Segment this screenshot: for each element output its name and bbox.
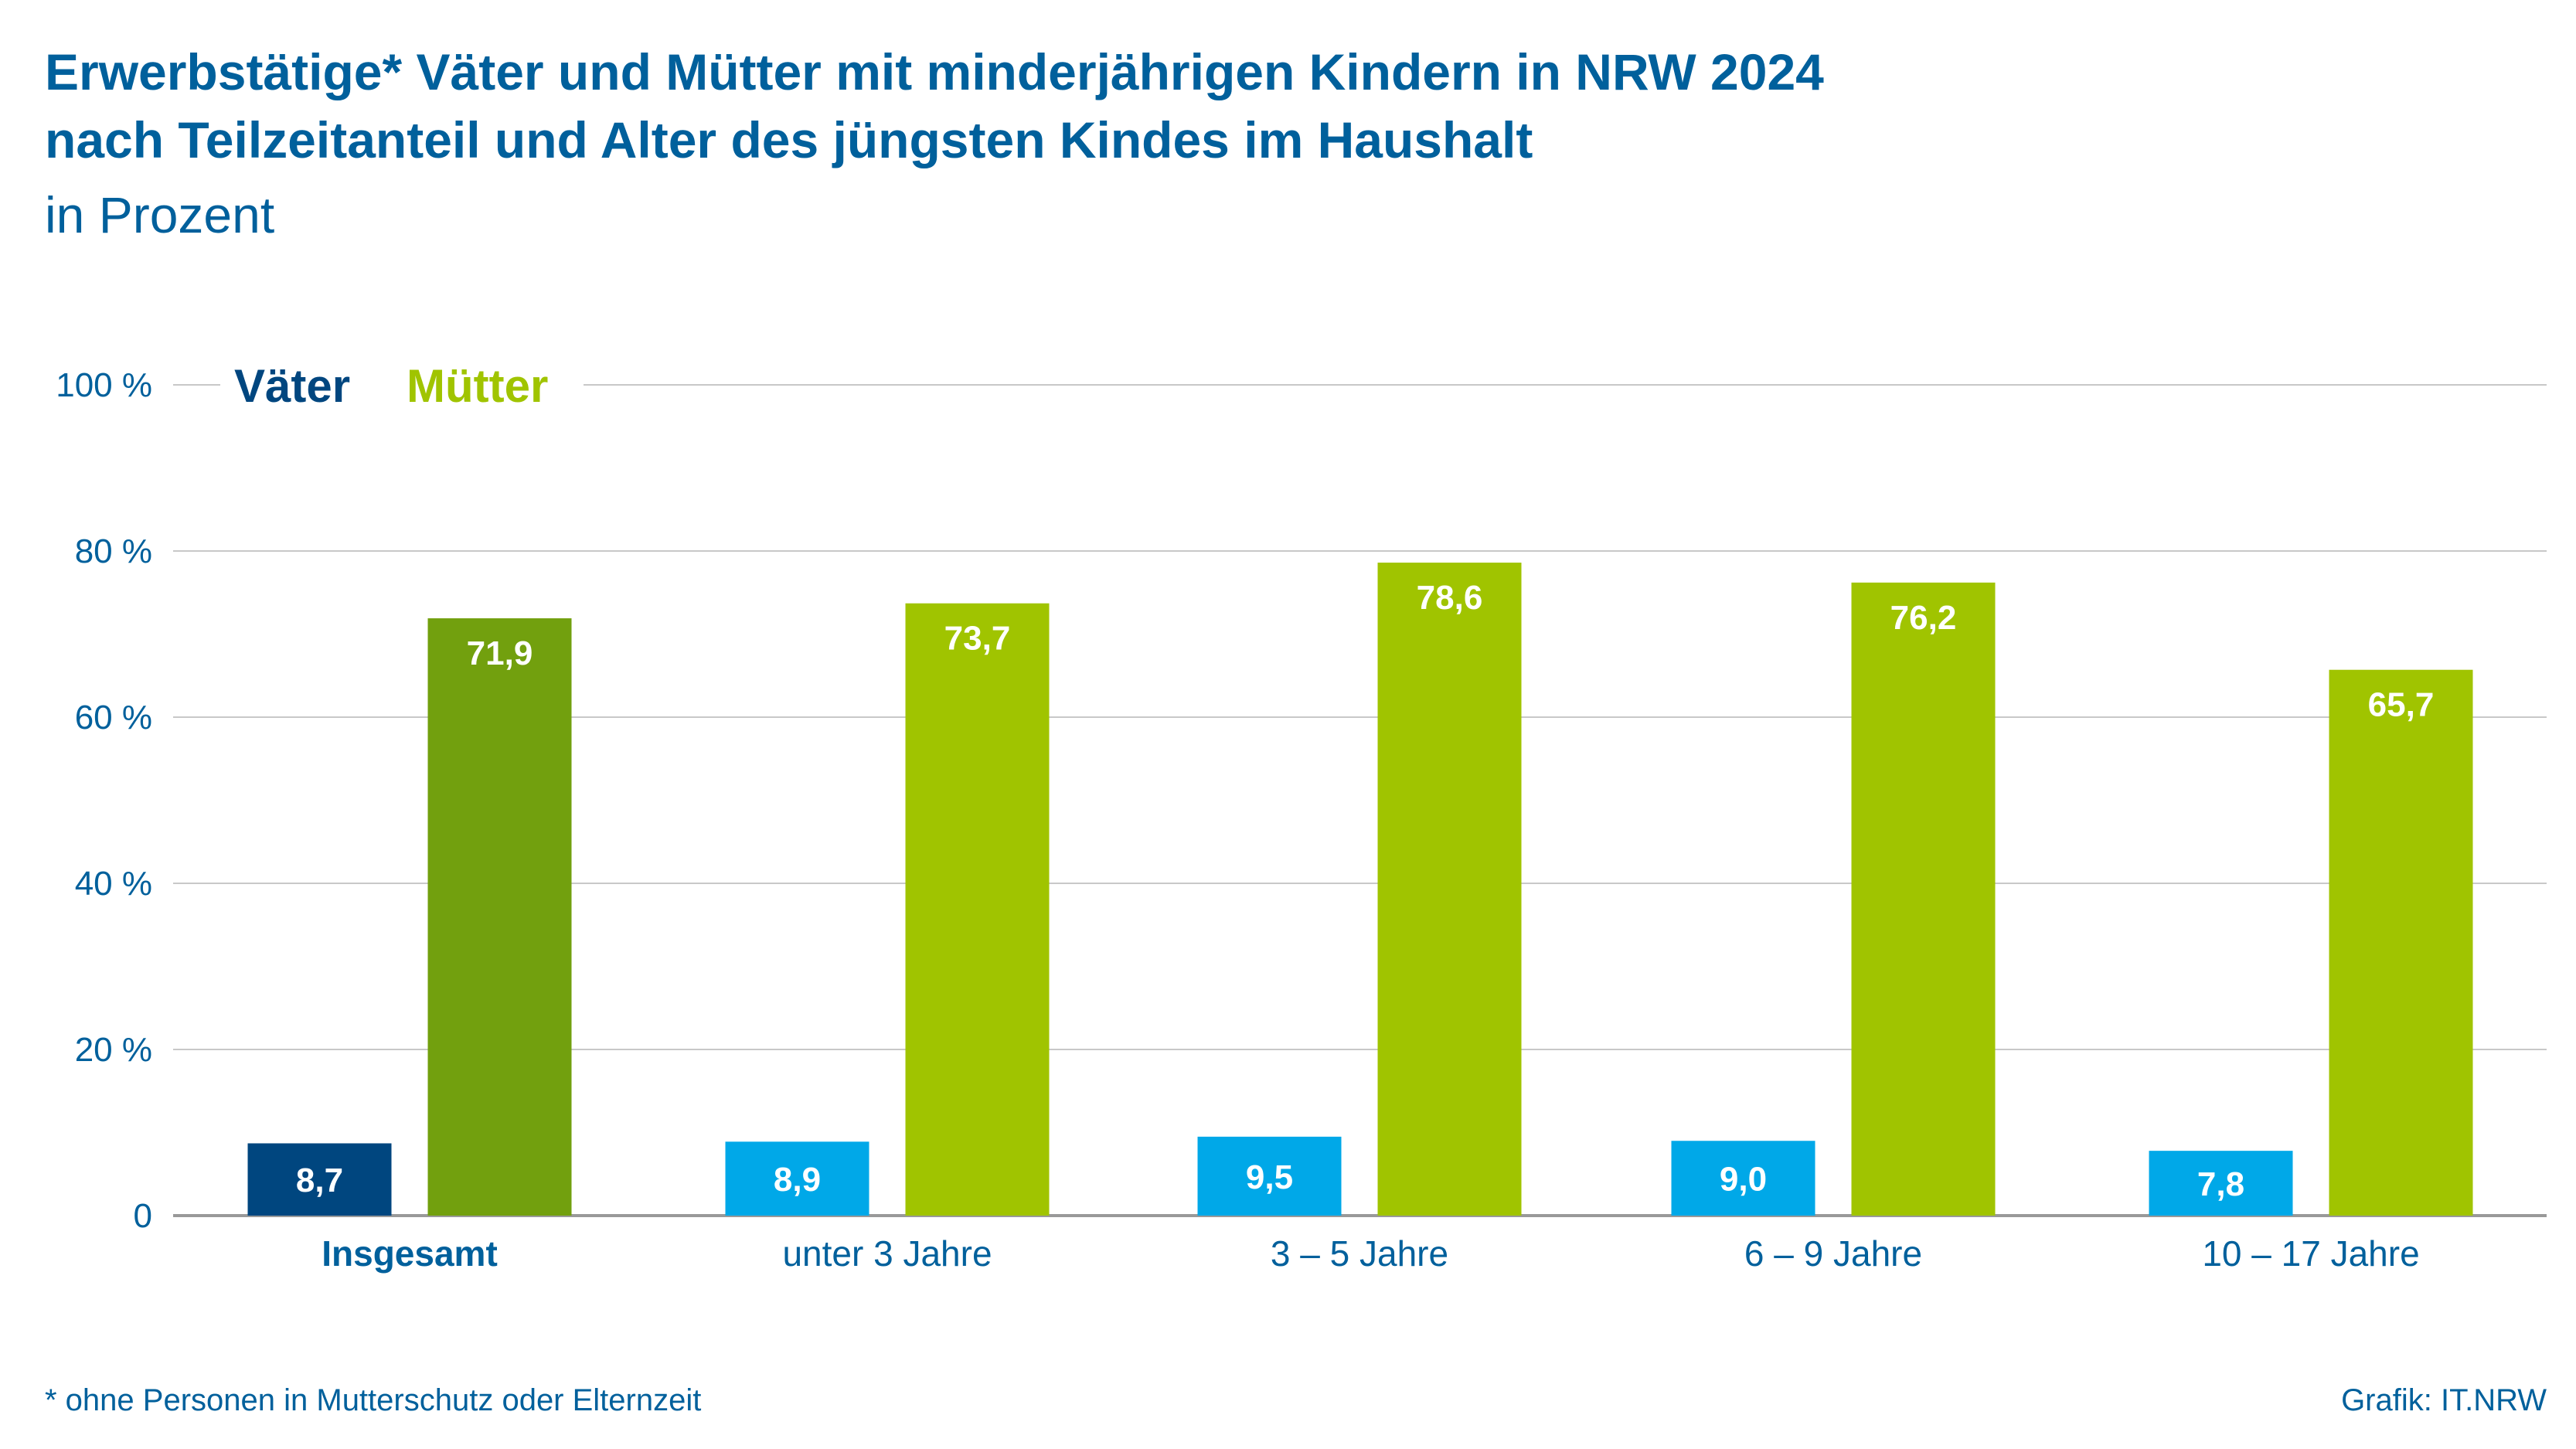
x-tick-label: Insgesamt — [322, 1233, 498, 1274]
data-label: 71,9 — [467, 634, 533, 672]
footnote: * ohne Personen in Mutterschutz oder Elt… — [45, 1383, 702, 1417]
x-tick-label: 10 – 17 Jahre — [2202, 1233, 2419, 1274]
bar-muetter — [905, 603, 1050, 1216]
x-tick-label: 6 – 9 Jahre — [1744, 1233, 1922, 1274]
y-tick-label: 20 % — [75, 1031, 152, 1069]
y-tick-label: 40 % — [75, 865, 152, 903]
legend-vaeter: Väter — [234, 360, 350, 412]
x-tick-label: 3 – 5 Jahre — [1271, 1233, 1448, 1274]
y-tick-label: 60 % — [75, 699, 152, 736]
chart-title-line1: Erwerbstätige* Väter und Mütter mit mind… — [45, 43, 1824, 100]
data-label: 9,0 — [1720, 1161, 1767, 1199]
bar-vaeter — [725, 1141, 869, 1216]
y-tick-label: 0 — [134, 1197, 152, 1235]
data-label: 76,2 — [1890, 599, 1957, 637]
data-label: 7,8 — [2197, 1165, 2244, 1203]
y-tick-label: 80 % — [75, 532, 152, 570]
legend-muetter: Mütter — [407, 360, 548, 412]
legend-backdrop — [220, 354, 584, 416]
bar-vaeter — [1671, 1141, 1815, 1216]
bar-muetter — [427, 618, 572, 1216]
chart-subtitle: in Prozent — [45, 186, 275, 243]
bar-muetter — [1851, 582, 1996, 1216]
data-label: 73,7 — [944, 620, 1011, 658]
source-credit: Grafik: IT.NRW — [2341, 1383, 2547, 1417]
data-label: 8,9 — [774, 1161, 821, 1199]
bar-vaeter — [247, 1143, 392, 1216]
bar-muetter — [1377, 563, 1522, 1216]
data-label: 78,6 — [1417, 579, 1483, 617]
data-label: 8,7 — [296, 1162, 343, 1199]
x-tick-label: unter 3 Jahre — [782, 1233, 992, 1274]
data-label: 65,7 — [2368, 686, 2435, 724]
data-label: 9,5 — [1246, 1158, 1293, 1196]
y-tick-label: 100 % — [56, 366, 152, 404]
bar-vaeter — [2149, 1151, 2293, 1216]
bar-muetter — [2329, 669, 2473, 1216]
bar-vaeter — [1197, 1136, 1342, 1216]
chart-title-line2: nach Teilzeitanteil und Alter des jüngst… — [45, 111, 1533, 168]
